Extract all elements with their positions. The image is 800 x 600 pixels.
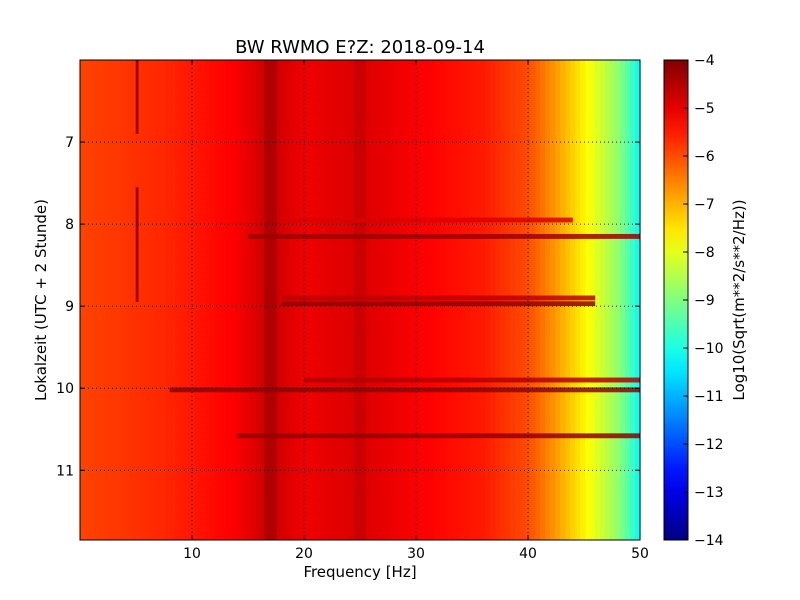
spectrum-column xyxy=(235,60,241,540)
x-axis: 10 20 30 40 50 xyxy=(183,60,649,562)
spectrum-column xyxy=(85,60,91,540)
spectrum-column xyxy=(630,60,636,540)
spectrum-column xyxy=(250,60,256,540)
spectrogram-heatmap xyxy=(80,60,641,540)
broadband-burst xyxy=(281,295,596,301)
spectrum-column xyxy=(95,60,101,540)
colorbar-tick-label: −10 xyxy=(694,341,724,357)
x-tick-label: 50 xyxy=(631,546,649,562)
spectrum-column xyxy=(625,60,631,540)
x-axis-label: Frequency [Hz] xyxy=(303,563,416,581)
spectrum-column xyxy=(115,60,121,540)
spectrum-column xyxy=(230,60,236,540)
spectrum-column xyxy=(80,60,86,540)
colorbar-tick-label: −7 xyxy=(694,197,715,213)
spectrum-column xyxy=(260,60,266,540)
spectrum-column xyxy=(240,60,246,540)
spectrum-column xyxy=(210,60,216,540)
spectrum-column xyxy=(215,60,221,540)
spectrum-column xyxy=(605,60,611,540)
spectrum-column xyxy=(195,60,201,540)
spectrum-column xyxy=(595,60,601,540)
spectrum-column xyxy=(225,60,231,540)
y-axis: 7 8 9 10 11 xyxy=(56,135,640,479)
spectrum-column xyxy=(160,60,166,540)
broadband-burst xyxy=(304,377,640,383)
colorbar-tick-label: −12 xyxy=(694,437,724,453)
y-tick-label: 11 xyxy=(56,463,74,479)
y-tick-label: 9 xyxy=(65,299,74,315)
spectrum-column xyxy=(100,60,106,540)
tonal-line xyxy=(135,60,139,134)
colorbar-tick-label: −13 xyxy=(694,485,724,501)
broadband-burst xyxy=(236,433,641,439)
colorbar-axis: −4 −5 −6 −7 −8 −9 −10 −11 −12 −13 −14 xyxy=(683,53,724,549)
colorbar-tick-label: −5 xyxy=(694,101,715,117)
spectrum-column xyxy=(125,60,131,540)
spectrum-column xyxy=(105,60,111,540)
colorbar-tick-label: −11 xyxy=(694,389,724,405)
y-tick-label: 10 xyxy=(56,381,74,397)
spectrum-column xyxy=(205,60,211,540)
x-tick-label: 30 xyxy=(407,546,425,562)
spectrum-column xyxy=(150,60,156,540)
colorbar-tick-label: −14 xyxy=(694,533,724,549)
spectrum-column xyxy=(615,60,621,540)
spectrum-column xyxy=(190,60,196,540)
spectrum-column xyxy=(635,60,641,540)
tonal-line xyxy=(135,187,139,303)
plot-frame xyxy=(79,59,641,541)
spectrum-column xyxy=(600,60,606,540)
colorbar-tick-label: −9 xyxy=(694,293,715,309)
chart-title: BW RWMO E?Z: 2018-09-14 xyxy=(235,37,485,58)
spectrum-column xyxy=(185,60,191,540)
broadband-burst xyxy=(281,301,596,307)
broadband-burst xyxy=(248,233,640,239)
colorbar-tick-label: −4 xyxy=(694,53,715,69)
colorbar-tick-label: −6 xyxy=(694,149,715,165)
spectrum-column xyxy=(120,60,126,540)
broadband-burst xyxy=(169,387,640,393)
spectrum-column xyxy=(175,60,181,540)
spectrum-column xyxy=(90,60,96,540)
spectrum-column xyxy=(275,60,281,540)
spectrum-column xyxy=(140,60,146,540)
spectrum-column xyxy=(155,60,161,540)
spectrum-column xyxy=(220,60,226,540)
spectrum-column xyxy=(610,60,616,540)
spectrum-column xyxy=(170,60,176,540)
y-tick-label: 8 xyxy=(65,217,74,233)
broadband-burst xyxy=(281,217,573,223)
spectrum-column xyxy=(200,60,206,540)
x-tick-label: 10 xyxy=(183,546,201,562)
spectrum-column xyxy=(130,60,136,540)
tonal-line xyxy=(264,60,277,540)
spectrum-column xyxy=(165,60,171,540)
spectrum-column xyxy=(255,60,261,540)
x-tick-label: 20 xyxy=(295,546,313,562)
spectrum-column xyxy=(620,60,626,540)
y-tick-label: 7 xyxy=(65,135,74,151)
colorbar-label: Log10(Sqrt(m**2/s**2/Hz)) xyxy=(730,199,748,400)
x-tick-label: 40 xyxy=(519,546,537,562)
y-axis-label: Lokalzeit (UTC + 2 Stunde) xyxy=(32,199,50,401)
colorbar-tick-label: −8 xyxy=(694,245,715,261)
spectrum-column xyxy=(245,60,251,540)
grid xyxy=(80,60,640,540)
spectrum-column xyxy=(145,60,151,540)
spectrum-column xyxy=(110,60,116,540)
spectrum-column xyxy=(180,60,186,540)
